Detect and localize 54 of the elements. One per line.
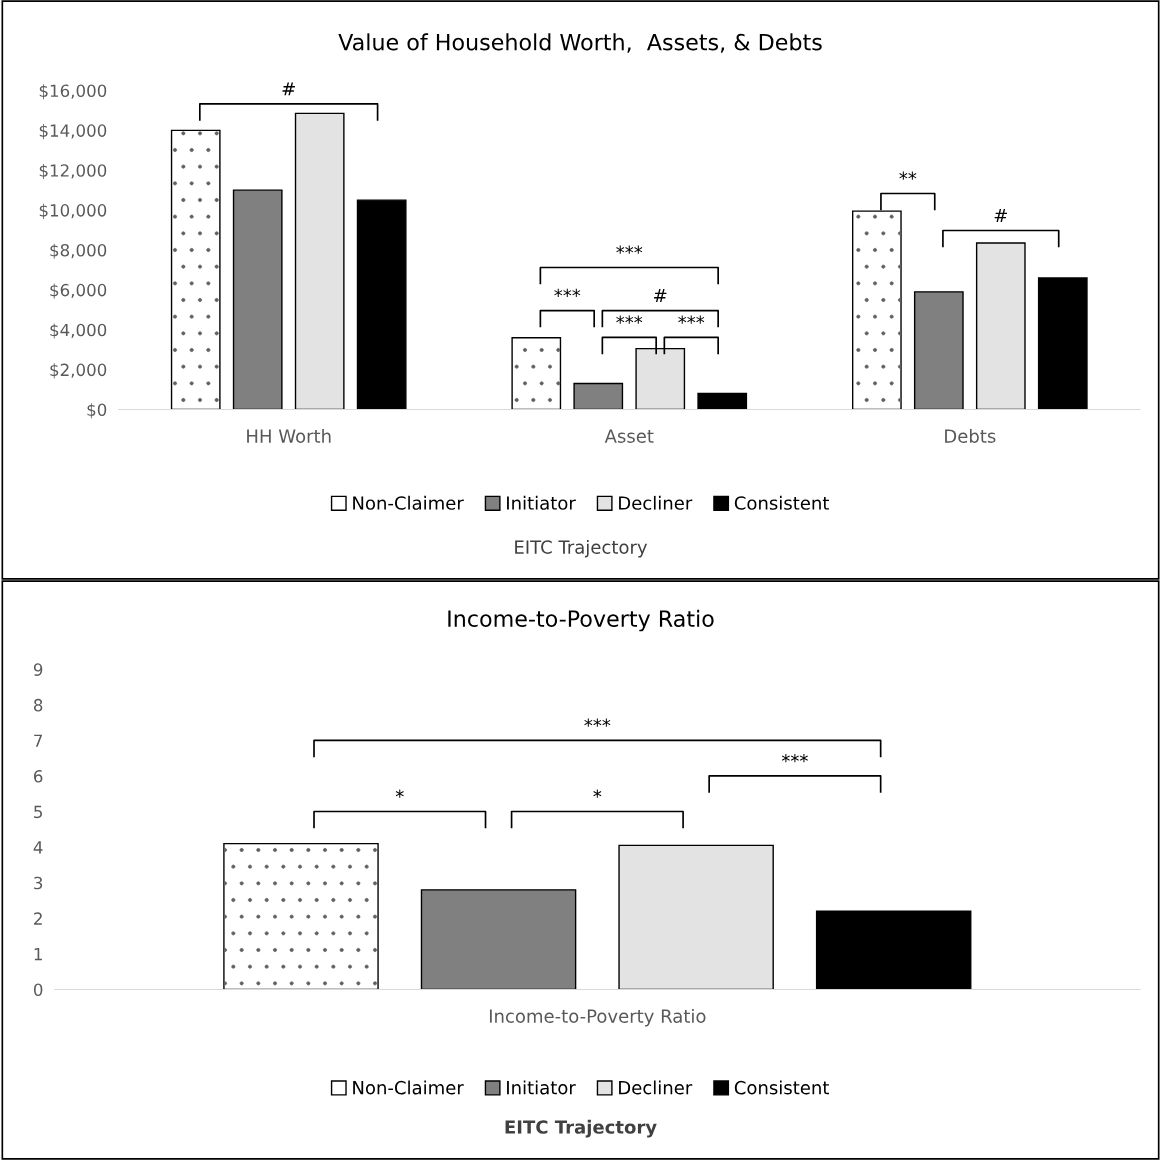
- y-tick-label: $14,000: [39, 124, 107, 140]
- bar: [1037, 277, 1088, 410]
- y-tick-label: $4,000: [50, 323, 107, 339]
- annotation: #: [654, 289, 667, 303]
- x-tick-label: Debts: [945, 428, 996, 443]
- y-tick-label: $8,000: [50, 243, 107, 259]
- y-tick-label: 1: [34, 948, 42, 961]
- y-tick-label: $12,000: [39, 163, 107, 180]
- legend-label: Initiator: [507, 495, 576, 510]
- y-tick-label: 7: [34, 734, 43, 747]
- y-tick-label: 0: [33, 983, 43, 997]
- y-tick-label: 5: [34, 805, 42, 819]
- y-tick-label: 6: [34, 770, 43, 783]
- annotation: ***: [781, 753, 808, 763]
- x-tick-label: HH Worth: [247, 428, 331, 443]
- legend-label: Non-Claimer: [353, 495, 464, 510]
- legend-title: EITC Trajectory: [505, 1119, 657, 1138]
- y-tick-label: 2: [34, 912, 42, 925]
- legend-label: Consistent: [734, 1080, 829, 1095]
- y-tick-label: $2,000: [50, 363, 107, 379]
- annotation: **: [899, 171, 917, 180]
- annotation: ***: [678, 315, 705, 324]
- annotation: #: [282, 82, 295, 96]
- annotation: ***: [584, 718, 611, 727]
- bar: [697, 392, 748, 410]
- legend-title: EITC Trajectory: [515, 539, 648, 558]
- y-tick-label: $0: [87, 403, 107, 419]
- annotation: ***: [554, 288, 581, 297]
- chart-title: Value of Household Worth, Assets, & Debts: [338, 33, 822, 53]
- y-tick-label: 8: [33, 698, 43, 712]
- bar: [815, 910, 972, 990]
- bar: [232, 189, 283, 410]
- bar: [420, 889, 577, 990]
- annotation: *: [593, 789, 602, 798]
- legend-label: Initiator: [507, 1080, 576, 1095]
- annotation: #: [994, 209, 1007, 222]
- annotation: ***: [616, 245, 643, 254]
- y-tick-label: $10,000: [39, 203, 107, 219]
- bar: [573, 382, 624, 410]
- annotation: *: [395, 789, 404, 798]
- y-tick-label: $6,000: [50, 283, 107, 299]
- bar: [913, 291, 964, 410]
- y-tick-label: $16,000: [39, 84, 107, 100]
- legend-label: Decliner: [619, 495, 693, 510]
- x-tick-label: Asset: [604, 429, 654, 443]
- y-tick-label: 3: [34, 876, 43, 890]
- legend-label: Decliner: [619, 1080, 693, 1095]
- chart-title: Income-to-Poverty Ratio: [448, 609, 714, 632]
- legend-label: Consistent: [734, 495, 829, 510]
- y-tick-label: 9: [33, 663, 43, 676]
- annotation: ***: [616, 315, 643, 324]
- bar: [356, 199, 407, 410]
- legend-label: Non-Claimer: [353, 1080, 464, 1095]
- y-tick-label: 4: [33, 841, 43, 854]
